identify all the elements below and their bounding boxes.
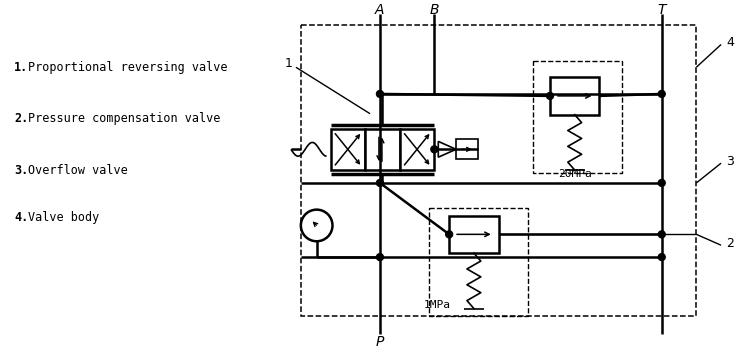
Circle shape (547, 92, 554, 99)
Circle shape (658, 254, 665, 260)
Bar (449, 216, 499, 253)
Text: 1: 1 (285, 57, 293, 70)
Circle shape (658, 91, 665, 97)
Circle shape (376, 91, 383, 97)
Bar (533, 61, 622, 173)
Bar (430, 208, 528, 316)
Circle shape (658, 231, 665, 238)
Text: T: T (658, 3, 666, 17)
Circle shape (446, 231, 452, 238)
Bar (550, 77, 599, 115)
Circle shape (658, 180, 665, 187)
Text: 1.: 1. (14, 61, 28, 74)
Bar (456, 139, 478, 159)
Text: A: A (375, 3, 385, 17)
Text: 2: 2 (726, 237, 734, 250)
Bar (365, 128, 400, 170)
Text: 20MPa: 20MPa (558, 169, 592, 179)
Text: Pressure compensation valve: Pressure compensation valve (28, 112, 220, 125)
Text: 1MPa: 1MPa (424, 300, 451, 309)
Text: 2.: 2. (14, 112, 28, 125)
Bar (331, 128, 365, 170)
Text: 4.: 4. (14, 211, 28, 224)
Text: 3: 3 (726, 155, 734, 168)
Text: 3.: 3. (14, 163, 28, 176)
Text: Valve body: Valve body (28, 211, 99, 224)
Circle shape (430, 146, 438, 153)
Bar (400, 128, 434, 170)
Text: B: B (430, 3, 439, 17)
Text: Proportional reversing valve: Proportional reversing valve (28, 61, 227, 74)
Text: 4: 4 (726, 36, 734, 49)
Circle shape (376, 254, 383, 260)
Bar (301, 25, 696, 316)
Text: P: P (376, 335, 384, 349)
Text: Overflow valve: Overflow valve (28, 163, 128, 176)
Circle shape (376, 180, 383, 187)
